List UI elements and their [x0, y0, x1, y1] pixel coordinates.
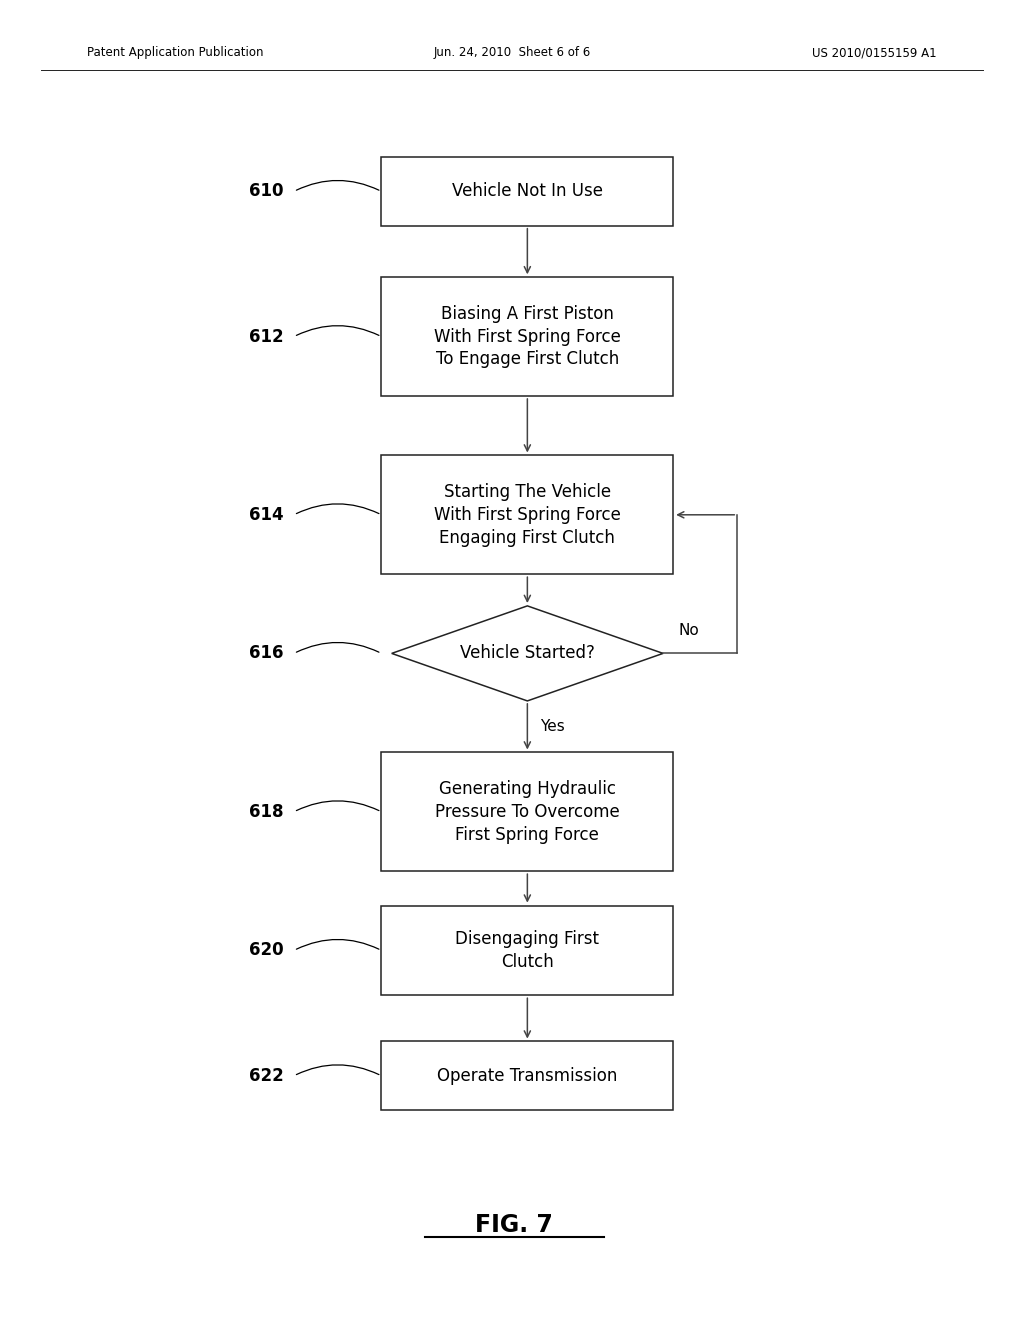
- Bar: [382, 277, 674, 396]
- Bar: [382, 752, 674, 871]
- Text: US 2010/0155159 A1: US 2010/0155159 A1: [812, 46, 937, 59]
- Bar: [382, 1041, 674, 1110]
- Text: 612: 612: [249, 327, 284, 346]
- Text: Disengaging First
Clutch: Disengaging First Clutch: [456, 931, 599, 970]
- Bar: [382, 157, 674, 226]
- Text: 620: 620: [249, 941, 284, 960]
- Polygon shape: [391, 606, 664, 701]
- Text: Patent Application Publication: Patent Application Publication: [87, 46, 263, 59]
- Text: No: No: [678, 623, 699, 638]
- Text: 618: 618: [249, 803, 284, 821]
- Text: 616: 616: [249, 644, 284, 663]
- Text: Generating Hydraulic
Pressure To Overcome
First Spring Force: Generating Hydraulic Pressure To Overcom…: [435, 780, 620, 843]
- Text: Operate Transmission: Operate Transmission: [437, 1067, 617, 1085]
- Text: 614: 614: [249, 506, 284, 524]
- Bar: [382, 455, 674, 574]
- Text: Starting The Vehicle
With First Spring Force
Engaging First Clutch: Starting The Vehicle With First Spring F…: [434, 483, 621, 546]
- Text: Biasing A First Piston
With First Spring Force
To Engage First Clutch: Biasing A First Piston With First Spring…: [434, 305, 621, 368]
- Text: Vehicle Started?: Vehicle Started?: [460, 644, 595, 663]
- Text: Yes: Yes: [540, 719, 564, 734]
- Text: FIG. 7: FIG. 7: [475, 1213, 553, 1237]
- Text: 610: 610: [249, 182, 284, 201]
- Text: 622: 622: [249, 1067, 284, 1085]
- Text: Jun. 24, 2010  Sheet 6 of 6: Jun. 24, 2010 Sheet 6 of 6: [433, 46, 591, 59]
- Bar: [382, 906, 674, 995]
- Text: Vehicle Not In Use: Vehicle Not In Use: [452, 182, 603, 201]
